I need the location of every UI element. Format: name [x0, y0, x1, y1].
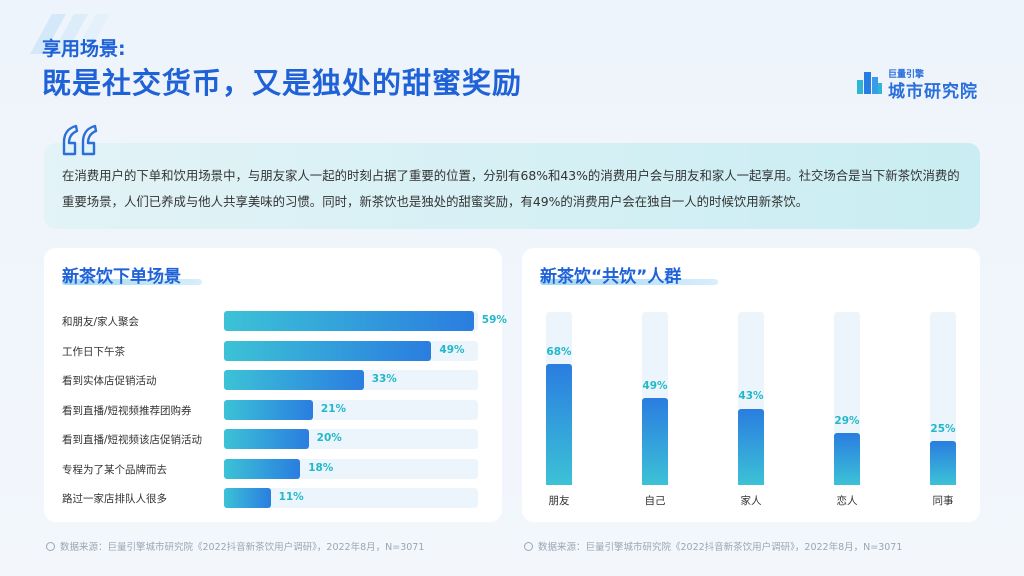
city-buildings-icon: [857, 72, 882, 94]
scenario-bar-row: 路过一家店排队人很多 11%: [62, 488, 482, 508]
page-title: 既是社交货币，又是独处的甜蜜奖励: [42, 66, 523, 100]
info-icon: [46, 542, 55, 551]
co-drinking-bar-value: 29%: [834, 415, 860, 428]
scenario-bar-label: 看到直播/短视频推荐团购券: [62, 404, 192, 417]
scenario-bar: [224, 429, 309, 449]
summary-text: 在消费用户的下单和饮用场景中，与朋友家人一起的时刻占据了重要的位置，分别有68%…: [62, 168, 960, 209]
summary-box: [44, 143, 980, 229]
scenario-bar-row: 看到直播/短视频该店促销活动 20%: [62, 429, 482, 449]
co-drinking-title: 新茶饮“共饮”人群: [540, 267, 682, 287]
brand-logo: 巨量引擎 城市研究院: [856, 64, 996, 102]
co-drinking-category-label: 自己: [644, 495, 666, 507]
logo-small-text: 巨量引擎: [888, 70, 925, 80]
data-source-left: 数据来源：巨量引擎城市研究院《2022抖音新茶饮用户调研》，2022年8月，N=…: [46, 539, 424, 553]
scenario-bar: [224, 311, 474, 331]
data-source-text: 数据来源：巨量引擎城市研究院《2022抖音新茶饮用户调研》，2022年8月，N=…: [60, 542, 425, 553]
scenario-bar-label: 看到实体店促销活动: [62, 375, 157, 387]
scenario-bar-label: 看到直播/短视频该店促销活动: [62, 434, 203, 446]
scenario-bar-value: 59%: [481, 314, 507, 326]
order-scenario-title: 新茶饮下单场景: [62, 267, 181, 287]
co-drinking-bar: [834, 433, 860, 485]
info-icon: [524, 542, 533, 551]
scenario-bar-value: 49%: [439, 343, 465, 356]
scenario-bar-label: 和朋友/家人聚会: [62, 316, 140, 328]
co-drinking-category-label: 同事: [932, 495, 954, 507]
scenario-bar-track: [224, 488, 478, 508]
co-drinking-bar: [642, 397, 668, 485]
scenario-bar-row: 和朋友/家人聚会 59%: [62, 311, 507, 331]
co-drinking-bar-value: 43%: [738, 390, 764, 403]
co-drinking-column: 68%: [546, 312, 572, 485]
quote-mark-icon: [62, 124, 98, 156]
co-drinking-bar-value: 25%: [930, 422, 956, 435]
data-source-text: 数据来源：巨量引擎城市研究院《2022抖音新茶饮用户调研》，2022年8月，N=…: [538, 542, 903, 553]
panel-title-underline: [540, 279, 718, 285]
co-drinking-bar: [930, 440, 956, 485]
scenario-bar-label: 路过一家店排队人很多: [62, 493, 167, 505]
scenario-bar: [224, 458, 301, 479]
scenario-bar: [224, 340, 432, 361]
scenario-bar-value: 18%: [308, 461, 334, 474]
co-drinking-column: 25%: [930, 312, 956, 485]
co-drinking-category-label: 恋人: [836, 495, 858, 507]
scenario-bar: [224, 370, 364, 390]
scenario-bar-row: 看到直播/短视频推荐团购券 21%: [62, 399, 482, 420]
co-drinking-category-label: 朋友: [548, 495, 570, 507]
scenario-bar-row: 专程为了某个品牌而去 18%: [62, 458, 482, 479]
decorative-stripes: [30, 14, 110, 54]
scenario-bar-value: 33%: [371, 373, 397, 385]
panel-title-underline: [62, 279, 202, 285]
scenario-bar: [224, 399, 313, 420]
scenario-bar: [224, 488, 271, 508]
co-drinking-bar-value: 49%: [642, 379, 668, 392]
co-drinking-column: 43%: [738, 312, 764, 485]
scenario-bar-label: 专程为了某个品牌而去: [62, 463, 167, 476]
page-subtitle: 享用场景:: [42, 38, 126, 60]
co-drinking-bar: [738, 408, 764, 485]
data-source-right: 数据来源：巨量引擎城市研究院《2022抖音新茶饮用户调研》，2022年8月，N=…: [524, 539, 902, 553]
scenario-bar-value: 21%: [320, 402, 347, 415]
co-drinking-bar-value: 68%: [546, 346, 572, 358]
logo-big-text: 城市研究院: [888, 82, 978, 102]
scenario-bar-value: 20%: [316, 432, 342, 444]
co-drinking-category-label: 家人: [740, 495, 762, 507]
scenario-bar-label: 工作日下午茶: [62, 345, 125, 358]
co-drinking-bar: [546, 364, 572, 485]
scenario-bar-value: 11%: [278, 491, 304, 503]
co-drinking-column: 49%: [642, 312, 668, 485]
scenario-bar-row: 看到实体店促销活动 33%: [62, 370, 482, 390]
co-drinking-column: 29%: [834, 312, 860, 485]
scenario-bar-row: 工作日下午茶 49%: [62, 340, 482, 361]
